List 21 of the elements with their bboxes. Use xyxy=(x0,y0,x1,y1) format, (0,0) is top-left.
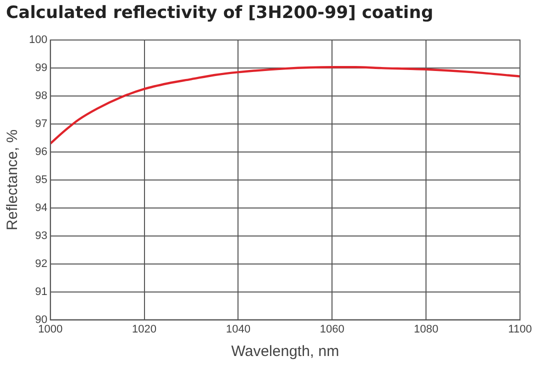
x-tick-label: 1060 xyxy=(320,323,344,336)
y-tick-label: 91 xyxy=(35,286,48,298)
y-tick-label: 95 xyxy=(35,174,48,186)
line-series xyxy=(50,66,520,145)
x-tick-label: 1040 xyxy=(226,323,250,336)
y-tick-label: 94 xyxy=(35,202,48,214)
x-tick-label: 1100 xyxy=(508,323,532,336)
x-tick-label: 1020 xyxy=(132,323,157,336)
x-tick-label: 1000 xyxy=(38,323,63,336)
y-tick-label: 92 xyxy=(35,258,48,270)
x-axis-title: Wavelength, nm xyxy=(231,343,340,360)
y-tick-label: 98 xyxy=(35,90,48,102)
y-tick-label: 100 xyxy=(28,34,48,46)
y-tick-label: 97 xyxy=(35,118,48,130)
chart-title: Calculated reflectivity of [3H200-99] coating xyxy=(6,3,434,23)
y-tick-label: 96 xyxy=(35,146,48,158)
y-axis-title: Reflectance, % xyxy=(4,129,22,230)
y-tick-label: 90 xyxy=(35,314,48,326)
y-tick-label: 99 xyxy=(35,62,48,74)
x-tick-label: 1080 xyxy=(414,323,438,336)
y-tick-label: 93 xyxy=(35,230,48,242)
